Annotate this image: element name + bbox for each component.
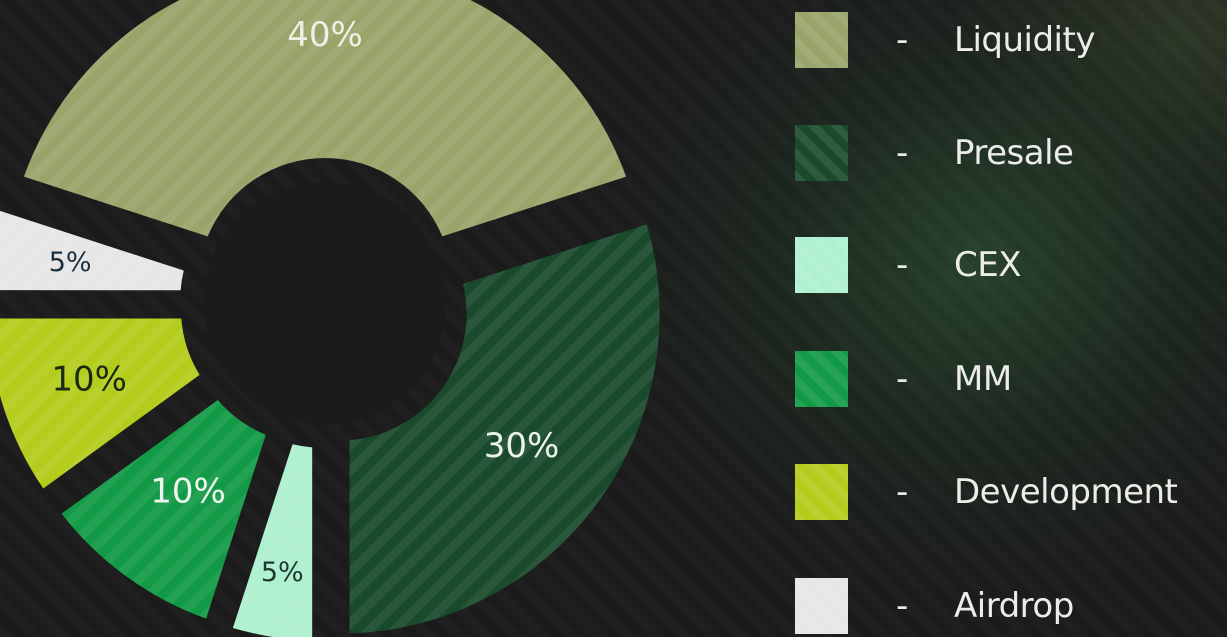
donut-chart: 40% 30% 5% 10% 10% 5% [0,0,660,637]
pie-slice-texture-presale [349,224,660,634]
legend-item-mm: - MM [795,350,1012,408]
pie-label-presale: 30% [484,426,560,466]
legend-swatch-airdrop [795,578,848,634]
pie-label-cex: 5% [261,557,304,588]
pie-slices [0,0,660,637]
pie-label-development: 10% [51,360,127,400]
legend-dash: - [896,245,909,285]
legend-label-presale: Presale [954,133,1074,173]
legend-label-liquidity: Liquidity [954,20,1095,60]
legend-label-mm: MM [954,359,1012,399]
pie-label-airdrop: 5% [49,247,92,278]
pie-slice-texture-liquidity [23,0,627,237]
legend-swatch-cex [795,237,848,293]
legend-dash: - [896,586,909,626]
pie-slice-texture-development [0,318,200,489]
pie-slice-texture-airdrop [0,210,184,291]
legend-item-presale: - Presale [795,124,1074,182]
pie-labels: 40% 30% 5% 10% 10% 5% [49,15,560,588]
pie-label-mm: 10% [150,472,226,512]
legend-swatch-presale [795,125,848,181]
legend-item-liquidity: - Liquidity [795,11,1095,69]
legend-dash: - [896,472,909,512]
legend-dash: - [896,133,909,173]
legend-label-cex: CEX [954,245,1022,285]
legend-label-airdrop: Airdrop [954,586,1074,626]
legend-swatch-mm [795,351,848,407]
legend-item-development: - Development [795,463,1178,521]
legend-label-development: Development [954,472,1178,512]
legend-item-airdrop: - Airdrop [795,577,1074,635]
legend-item-cex: - CEX [795,236,1022,294]
donut-hole [204,182,446,424]
pie-label-liquidity: 40% [287,15,363,55]
pie-slice-texture-cex [232,444,313,637]
legend: - Liquidity - Presale - CEX - MM - Devel… [795,0,1225,637]
pie-slice-texture-mm [61,400,266,619]
legend-swatch-liquidity [795,12,848,68]
legend-dash: - [896,20,909,60]
legend-swatch-development [795,464,848,520]
legend-dash: - [896,359,909,399]
